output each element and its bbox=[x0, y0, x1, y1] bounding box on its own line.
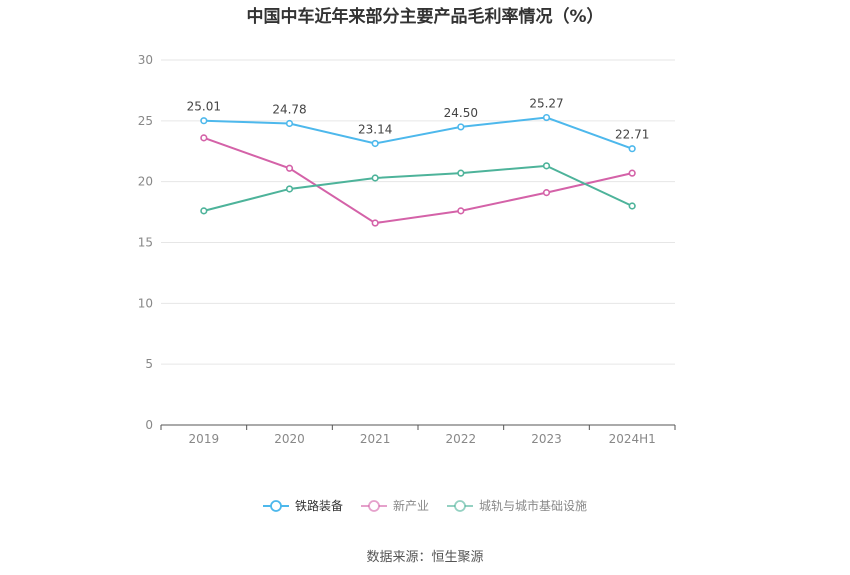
legend-label: 城轨与城市基础设施 bbox=[479, 499, 588, 513]
legend-item[interactable]: 铁路装备 bbox=[262, 497, 343, 514]
legend: 铁路装备 新产业 城轨与城市基础设施 bbox=[0, 497, 850, 514]
y-tick-label: 10 bbox=[138, 296, 153, 310]
data-label: 24.50 bbox=[444, 106, 478, 120]
legend-swatch-icon bbox=[447, 499, 473, 512]
data-point[interactable] bbox=[628, 145, 636, 153]
chart-title: 中国中车近年来部分主要产品毛利率情况（%） bbox=[246, 7, 604, 27]
data-point[interactable] bbox=[371, 174, 379, 182]
y-axis: 0 5 10 15 20 25 30 bbox=[138, 53, 153, 432]
data-point[interactable] bbox=[542, 162, 551, 170]
x-tick-label: 2020 bbox=[274, 432, 305, 446]
data-point[interactable] bbox=[628, 202, 636, 210]
source-note: 数据来源：恒生聚源 bbox=[366, 550, 484, 565]
legend-item[interactable]: 城轨与城市基础设施 bbox=[447, 497, 587, 514]
y-tick-label: 30 bbox=[138, 53, 153, 67]
data-labels: 25.01 24.78 23.14 24.50 25.27 22.71 bbox=[187, 97, 650, 142]
data-point[interactable] bbox=[200, 207, 208, 215]
y-tick-label: 20 bbox=[138, 175, 153, 189]
x-tick-label: 2019 bbox=[189, 432, 220, 446]
data-point[interactable] bbox=[371, 139, 379, 148]
data-point[interactable] bbox=[285, 164, 294, 172]
x-axis: 2019 2020 2021 2022 2023 2024H1 bbox=[160, 424, 676, 446]
series-line bbox=[203, 136, 633, 225]
y-tick-label: 0 bbox=[145, 418, 153, 432]
legend-label: 铁路装备 bbox=[294, 499, 343, 513]
data-point[interactable] bbox=[457, 123, 465, 131]
data-point[interactable] bbox=[371, 219, 379, 227]
data-point[interactable] bbox=[542, 113, 551, 122]
data-point[interactable] bbox=[457, 207, 465, 215]
data-label: 25.01 bbox=[187, 100, 221, 114]
series-line bbox=[203, 164, 633, 212]
y-tick-label: 15 bbox=[138, 236, 153, 250]
y-tick-label: 25 bbox=[138, 114, 153, 128]
data-point[interactable] bbox=[457, 169, 465, 177]
legend-item[interactable]: 新产业 bbox=[360, 497, 429, 514]
data-point[interactable] bbox=[628, 169, 636, 177]
x-tick-label: 2023 bbox=[531, 432, 562, 446]
data-point[interactable] bbox=[542, 189, 551, 197]
grid-lines bbox=[161, 59, 675, 365]
data-point[interactable] bbox=[285, 185, 294, 193]
series-line bbox=[203, 116, 633, 150]
y-tick-label: 5 bbox=[145, 357, 153, 371]
x-tick-label: 2022 bbox=[446, 432, 477, 446]
data-label: 23.14 bbox=[358, 122, 392, 136]
data-label: 22.71 bbox=[615, 128, 649, 142]
x-tick-label: 2021 bbox=[360, 432, 391, 446]
data-point[interactable] bbox=[200, 134, 208, 142]
x-tick-label: 2024H1 bbox=[609, 432, 656, 446]
data-label: 24.78 bbox=[272, 103, 306, 117]
data-point[interactable] bbox=[200, 117, 208, 125]
series-group bbox=[200, 113, 636, 227]
legend-label: 新产业 bbox=[392, 499, 429, 513]
legend-swatch-icon bbox=[262, 499, 289, 512]
data-point[interactable] bbox=[285, 119, 294, 128]
legend-swatch-icon bbox=[360, 499, 387, 512]
data-label: 25.27 bbox=[529, 97, 563, 111]
